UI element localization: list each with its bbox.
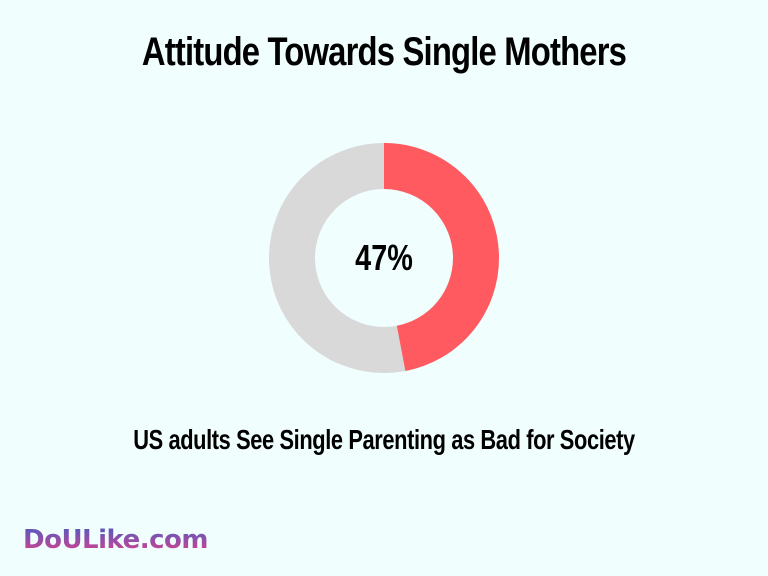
donut-svg (269, 143, 499, 373)
brand-logo: DoULike.com (23, 525, 209, 555)
donut-center-percentage: 47% (355, 237, 413, 278)
chart-title: Attitude Towards Single Mothers (141, 30, 627, 74)
donut-highlight-segment (269, 143, 499, 373)
donut-chart: 47% (269, 143, 499, 373)
chart-subtitle: US adults See Single Parenting as Bad fo… (133, 424, 635, 455)
